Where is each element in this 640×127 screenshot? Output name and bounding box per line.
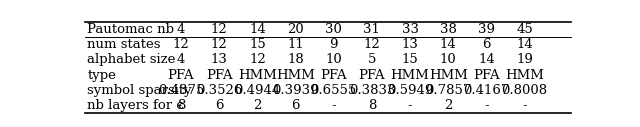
Text: 14: 14 [478,53,495,66]
Text: 19: 19 [516,53,533,66]
Text: 45: 45 [516,23,533,36]
Text: 12: 12 [364,38,380,51]
Text: symbol sparsity: symbol sparsity [88,84,192,97]
Text: 11: 11 [287,38,304,51]
Text: 12: 12 [173,38,189,51]
Text: 12: 12 [211,23,227,36]
Text: 0.3526: 0.3526 [196,84,243,97]
Text: 10: 10 [325,53,342,66]
Text: 33: 33 [401,23,419,36]
Text: 13: 13 [402,38,419,51]
Text: 0.7857: 0.7857 [425,84,472,97]
Text: 14: 14 [249,23,266,36]
Text: Pautomac nb: Pautomac nb [88,23,175,36]
Text: 8: 8 [177,99,185,112]
Text: 0.6555: 0.6555 [310,84,357,97]
Text: 6: 6 [291,99,300,112]
Text: 13: 13 [211,53,228,66]
Text: 2: 2 [253,99,262,112]
Text: -: - [408,99,412,112]
Text: 14: 14 [516,38,533,51]
Text: 0.4167: 0.4167 [463,84,509,97]
Text: HMM: HMM [276,69,315,82]
Text: 4: 4 [177,23,185,36]
Text: 6: 6 [482,38,491,51]
Text: alphabet size: alphabet size [88,53,176,66]
Text: 30: 30 [325,23,342,36]
Text: 31: 31 [364,23,380,36]
Text: 0.4944: 0.4944 [234,84,280,97]
Text: 39: 39 [478,23,495,36]
Text: 15: 15 [402,53,419,66]
Text: HMM: HMM [429,69,468,82]
Text: HMM: HMM [390,69,429,82]
Text: 0.3833: 0.3833 [349,84,395,97]
Text: PFA: PFA [321,69,347,82]
Text: HMM: HMM [238,69,276,82]
Text: 0.4375: 0.4375 [157,84,204,97]
Text: 8: 8 [368,99,376,112]
Text: 18: 18 [287,53,304,66]
Text: 12: 12 [249,53,266,66]
Text: 0.5949: 0.5949 [387,84,433,97]
Text: PFA: PFA [473,69,500,82]
Text: PFA: PFA [206,69,232,82]
Text: num states: num states [88,38,161,51]
Text: 14: 14 [440,38,457,51]
Text: HMM: HMM [505,69,544,82]
Text: 6: 6 [215,99,223,112]
Text: -: - [522,99,527,112]
Text: 0.3939: 0.3939 [272,84,319,97]
Text: -: - [484,99,489,112]
Text: 15: 15 [249,38,266,51]
Text: 10: 10 [440,53,457,66]
Text: 0.8008: 0.8008 [502,84,548,97]
Text: -: - [332,99,336,112]
Text: PFA: PFA [168,69,195,82]
Text: 20: 20 [287,23,304,36]
Text: 4: 4 [177,53,185,66]
Text: PFA: PFA [358,69,385,82]
Text: 12: 12 [211,38,227,51]
Text: nb layers for ϵ: nb layers for ϵ [88,99,184,112]
Text: 2: 2 [444,99,452,112]
Text: 5: 5 [368,53,376,66]
Text: 9: 9 [330,38,338,51]
Text: 38: 38 [440,23,457,36]
Text: type: type [88,69,116,82]
